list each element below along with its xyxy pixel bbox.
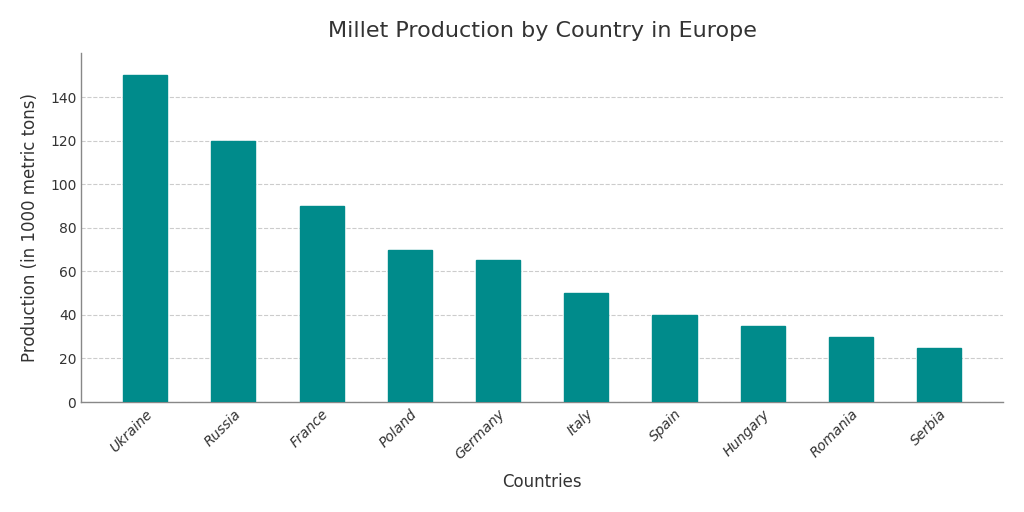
Bar <box>652 315 696 402</box>
Bar <box>564 293 608 402</box>
X-axis label: Countries: Countries <box>503 473 582 491</box>
Bar <box>300 206 344 402</box>
Bar <box>918 348 962 402</box>
Y-axis label: Production (in 1000 metric tons): Production (in 1000 metric tons) <box>20 93 39 362</box>
Bar <box>123 75 167 402</box>
Bar <box>211 141 255 402</box>
Bar <box>828 337 873 402</box>
Bar <box>388 249 432 402</box>
Bar <box>476 261 520 402</box>
Title: Millet Production by Country in Europe: Millet Production by Country in Europe <box>328 21 757 41</box>
Bar <box>740 326 784 402</box>
